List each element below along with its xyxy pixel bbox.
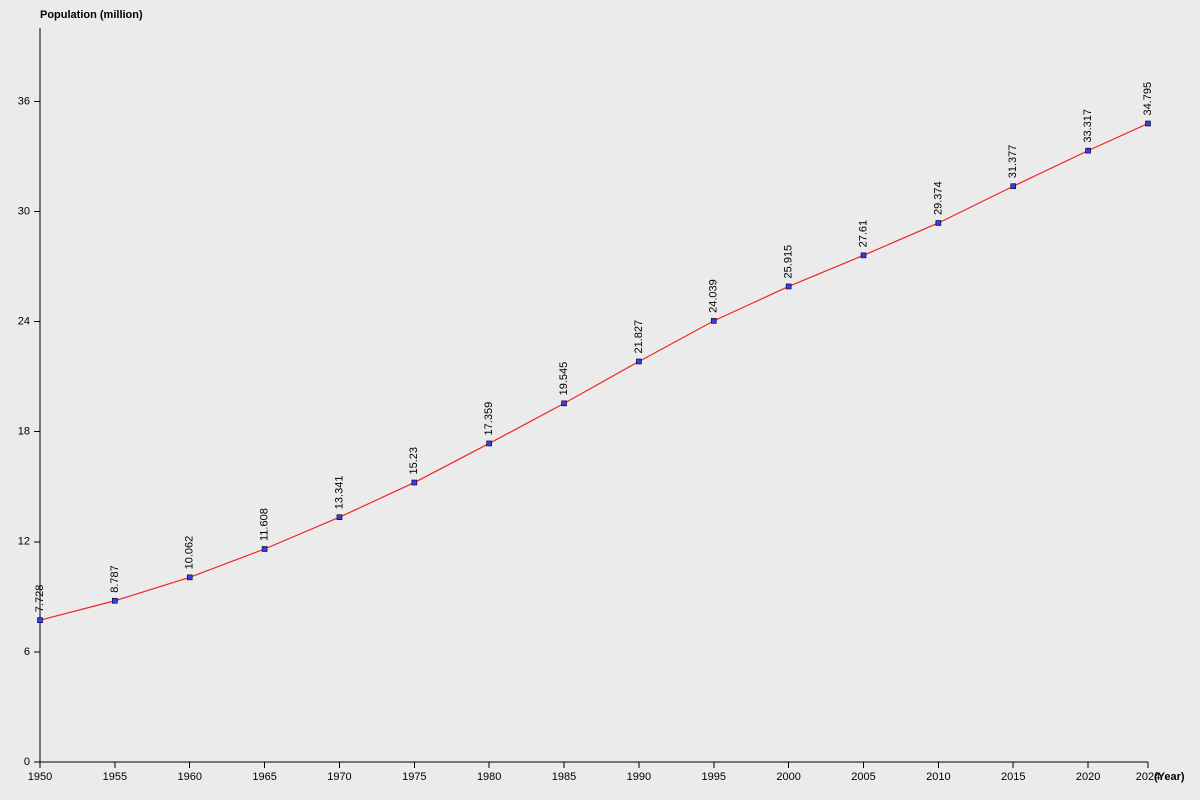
x-tick-label: 1980 [477,771,501,783]
x-tick-label: 2015 [1001,771,1025,783]
x-tick-label: 1975 [402,771,426,783]
data-point-marker [861,253,866,258]
data-point-marker [1146,121,1151,126]
data-point-label: 33.317 [1082,109,1094,143]
y-axis-title: Population (million) [40,9,143,21]
data-point-marker [38,618,43,623]
data-point-marker [786,284,791,289]
data-point-marker [337,515,342,520]
data-point-label: 7.728 [34,585,46,613]
data-point-label: 25.915 [783,245,795,279]
data-point-marker [636,359,641,364]
data-point-marker [112,598,117,603]
x-tick-label: 2000 [776,771,800,783]
y-tick-label: 0 [24,756,30,768]
data-point-label: 11.608 [259,508,271,541]
data-point-label: 10.062 [184,536,196,570]
data-point-label: 17.359 [483,402,495,436]
data-point-marker [1011,184,1016,189]
y-tick-label: 30 [18,205,30,217]
data-point-marker [1086,148,1091,153]
population-line-chart: 0 6 12 18 24 30 36 1950 1955 1960 1965 1970 1975 1980… [0,0,1200,800]
data-point-label: 29.374 [932,181,944,215]
data-point-marker [412,480,417,485]
y-tick-label: 36 [18,95,30,107]
data-point-label: 27.61 [857,220,869,248]
data-point-label: 8.787 [109,565,121,593]
x-tick-label: 1955 [103,771,127,783]
x-tick-label: 1965 [252,771,276,783]
x-tick-label: 1960 [177,771,201,783]
data-point-label: 13.341 [333,476,345,510]
data-point-marker [187,575,192,580]
data-point-label: 19.545 [558,362,570,396]
x-axis-title: (Year) [1154,771,1185,783]
x-tick-label: 1970 [327,771,351,783]
x-tick-label: 2020 [1076,771,1100,783]
data-point-marker [487,441,492,446]
y-tick-label: 18 [18,426,30,438]
x-tick-label: 2010 [926,771,950,783]
data-point-label: 21.827 [633,320,645,354]
y-tick-label: 6 [24,646,30,658]
data-point-marker [936,220,941,225]
y-tick-label: 12 [18,536,30,548]
data-point-label: 31.377 [1007,145,1019,179]
data-point-marker [262,546,267,551]
data-point-marker [562,401,567,406]
y-tick-label: 24 [18,316,30,328]
data-point-marker [711,318,716,323]
x-tick-label: 1985 [552,771,576,783]
x-tick-label: 1990 [627,771,651,783]
x-tick-label: 1995 [702,771,726,783]
data-point-label: 34.795 [1142,82,1154,116]
x-tick-label: 1950 [28,771,52,783]
chart-background [0,0,1200,800]
data-point-label: 24.039 [708,279,720,313]
x-tick-label: 2005 [851,771,875,783]
data-point-label: 15.23 [408,447,420,475]
